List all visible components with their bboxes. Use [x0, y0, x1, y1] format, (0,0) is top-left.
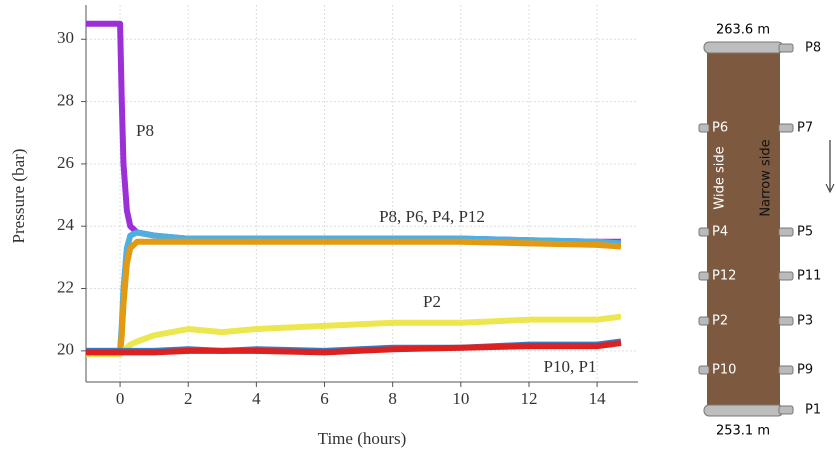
port	[778, 271, 794, 281]
x-tick-label: 0	[116, 389, 125, 408]
y-axis-label: Pressure (bar)	[9, 149, 28, 244]
port	[778, 405, 794, 415]
column	[707, 48, 780, 410]
port-label: P12	[712, 269, 736, 284]
port	[778, 365, 794, 375]
annotation: P2	[423, 292, 441, 311]
port-label: P5	[797, 225, 813, 240]
y-tick-label: 28	[57, 90, 74, 109]
port-label: P2	[712, 314, 728, 329]
port-label: P9	[797, 363, 813, 378]
port	[698, 365, 710, 375]
y-tick-label: 20	[57, 340, 74, 359]
port	[778, 227, 794, 237]
port-label: P7	[797, 121, 813, 136]
x-tick-label: 10	[452, 389, 469, 408]
annotation: P8	[136, 121, 154, 140]
port	[698, 227, 710, 237]
flow-arrowhead	[825, 183, 835, 194]
x-tick-label: 12	[520, 389, 537, 408]
y-tick-label: 30	[57, 28, 74, 47]
side-label: Wide side	[713, 146, 728, 209]
y-tick-label: 26	[57, 153, 74, 172]
port-label: P10	[712, 363, 736, 378]
x-tick-label: 4	[252, 389, 261, 408]
port	[698, 123, 710, 133]
port-label: P8	[805, 41, 821, 56]
top-label: 263.6 m	[716, 23, 770, 38]
y-tick-label: 22	[57, 277, 74, 296]
annotation: P10, P1	[544, 357, 597, 376]
side-label: Narrow side	[759, 139, 774, 216]
port	[778, 43, 794, 53]
port	[698, 316, 710, 326]
port	[778, 316, 794, 326]
port-label: P11	[797, 269, 821, 284]
port-label: P3	[797, 314, 813, 329]
y-tick-label: 24	[57, 215, 75, 234]
annotation: P8, P6, P4, P12	[379, 207, 485, 226]
port	[698, 271, 710, 281]
port	[778, 123, 794, 133]
bottom-label: 253.1 m	[716, 424, 770, 439]
port-label: P4	[712, 225, 728, 240]
x-tick-label: 6	[320, 389, 329, 408]
top-cap	[703, 41, 784, 54]
x-axis-label: Time (hours)	[318, 429, 407, 448]
port-label: P1	[805, 403, 821, 418]
port-label: P6	[712, 121, 728, 136]
x-tick-label: 2	[184, 389, 193, 408]
x-tick-label: 8	[388, 389, 397, 408]
bottom-cap	[703, 404, 784, 417]
series-line	[86, 20, 621, 245]
series-line	[86, 238, 622, 357]
x-tick-label: 14	[589, 389, 607, 408]
series-line	[86, 340, 622, 356]
